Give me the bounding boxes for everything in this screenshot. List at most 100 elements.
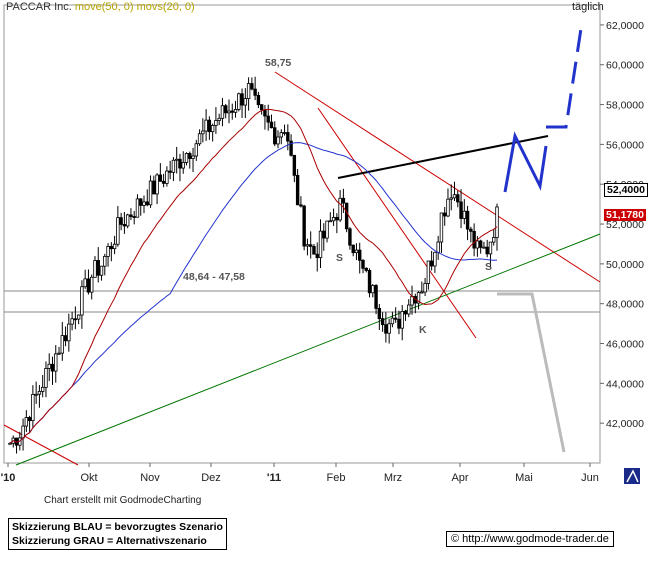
candle-body xyxy=(325,220,329,239)
candle-body xyxy=(485,246,489,255)
candle-body xyxy=(112,243,117,250)
candle-body xyxy=(475,240,480,249)
candle-body xyxy=(145,201,149,206)
candle-body xyxy=(109,245,114,250)
candle-body xyxy=(233,109,238,113)
source-url: © http://www.godmode-trader.de xyxy=(446,531,614,547)
candle-body xyxy=(34,393,38,396)
candle-body xyxy=(210,125,215,133)
scenario-blue-projection xyxy=(546,21,584,129)
plot-frame xyxy=(3,4,601,464)
candle-body xyxy=(397,318,401,329)
candle-body xyxy=(230,110,234,113)
candle-body xyxy=(465,210,470,230)
y-tick-label: 62,0000 xyxy=(606,20,644,32)
candle-body xyxy=(443,212,447,217)
candle-body xyxy=(256,94,261,106)
candle-body xyxy=(269,121,274,129)
candle-body xyxy=(80,286,84,316)
candle-body xyxy=(227,110,231,114)
candle-body xyxy=(139,198,143,206)
x-tick-label: Feb xyxy=(327,472,346,484)
trend-lines xyxy=(3,71,601,466)
candles xyxy=(8,76,499,454)
candle-body xyxy=(302,205,306,247)
candle-body xyxy=(322,230,326,239)
ma-short-label: movs(20, 0) xyxy=(136,1,195,13)
candle-body xyxy=(178,158,182,169)
y-tick-label: 58,0000 xyxy=(606,100,644,112)
candle-body xyxy=(312,245,316,255)
candle-body xyxy=(243,98,248,106)
y-tick-label: 56,0000 xyxy=(606,139,644,151)
candle-body xyxy=(161,180,166,184)
right-shoulder-label: S xyxy=(485,261,492,273)
y-tick-label: 52,0000 xyxy=(606,219,644,231)
candle-body xyxy=(341,197,346,204)
candle-body xyxy=(224,105,228,114)
candle-body xyxy=(472,230,476,249)
x-tick-label: Jun xyxy=(581,472,599,484)
scenario-legend: Skizzierung BLAU = bevorzugtes Szenario … xyxy=(8,518,227,550)
scenario-sketches xyxy=(497,21,584,453)
ma20-line xyxy=(9,108,498,444)
last-price-tag: 52,4000 xyxy=(604,183,648,197)
candle-body xyxy=(364,267,368,271)
y-tick-label: 42,0000 xyxy=(606,418,644,430)
candle-body xyxy=(184,153,189,163)
x-tick-label: Okt xyxy=(80,472,97,484)
y-tick-label: 46,0000 xyxy=(606,339,644,351)
candle-body xyxy=(361,259,365,269)
candle-body xyxy=(125,214,130,227)
candle-body xyxy=(207,119,212,133)
candle-body xyxy=(423,283,427,293)
candle-body xyxy=(86,278,91,293)
candle-body xyxy=(152,180,156,195)
candle-body xyxy=(47,363,51,369)
early-downtrend-line xyxy=(3,424,79,466)
candle-body xyxy=(27,417,32,422)
candle-body xyxy=(436,241,440,253)
candle-body xyxy=(8,442,12,445)
candle-body xyxy=(96,260,100,276)
scenario-blue-zigzag xyxy=(503,131,548,193)
candle-body xyxy=(433,251,437,267)
candle-body xyxy=(400,310,404,329)
candle-body xyxy=(478,240,483,248)
candle-body xyxy=(158,174,163,182)
candle-body xyxy=(116,217,120,245)
candle-body xyxy=(354,249,359,254)
candle-body xyxy=(40,386,45,392)
candle-body xyxy=(286,132,290,142)
candle-body xyxy=(429,260,434,267)
x-tick-label: Mai xyxy=(515,472,533,484)
y-tick-label: 44,0000 xyxy=(606,378,644,390)
x-tick-label: '11 xyxy=(267,472,281,484)
candle-body xyxy=(358,249,362,261)
candle-body xyxy=(204,119,208,132)
candle-body xyxy=(237,93,241,110)
candle-body xyxy=(495,206,499,238)
candle-body xyxy=(240,93,244,106)
candle-body xyxy=(174,158,179,161)
candle-body xyxy=(83,278,87,288)
candle-body xyxy=(492,237,496,243)
candle-body xyxy=(279,132,283,138)
x-tick-label: Mrz xyxy=(384,472,402,484)
candle-body xyxy=(119,217,123,225)
candle-body xyxy=(407,304,411,315)
candle-body xyxy=(122,224,127,227)
candle-body xyxy=(250,83,254,90)
candle-body xyxy=(57,352,61,355)
candle-body xyxy=(60,335,64,354)
steep-downtrend-line xyxy=(317,107,477,339)
x-tick-label: Nov xyxy=(140,472,160,484)
uptrend-line xyxy=(15,233,601,466)
candle-body xyxy=(305,244,310,247)
candle-body xyxy=(452,194,457,199)
candle-body xyxy=(220,105,225,119)
candle-body xyxy=(449,197,453,200)
moving-averages xyxy=(9,108,498,444)
x-tick-label: Dez xyxy=(201,472,221,484)
chart-title: PACCAR Inc. move(50, 0) movs(20, 0) xyxy=(6,1,195,13)
